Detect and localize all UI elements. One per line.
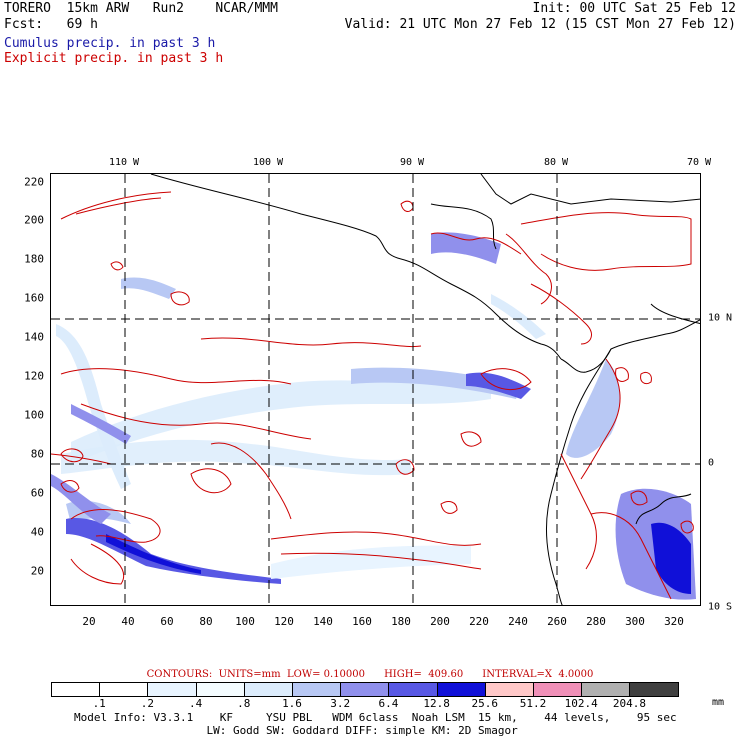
color-scale-swatch <box>100 683 149 696</box>
x-tick: 80 <box>199 615 213 628</box>
y-tick: 220 <box>24 175 44 189</box>
land-coastlines <box>150 174 700 605</box>
y-tick: 180 <box>24 252 44 266</box>
color-scale-label: .1 <box>92 697 106 710</box>
color-scale-swatch <box>341 683 390 696</box>
color-scale-label: .2 <box>140 697 155 710</box>
y-tick: 200 <box>24 213 44 227</box>
color-scale-swatch <box>485 683 534 696</box>
y-tick: 100 <box>24 408 44 422</box>
forecast-hour: Fcst: 69 h <box>4 17 98 32</box>
x-tick: 100 <box>235 615 255 628</box>
x-tick: 20 <box>82 615 96 628</box>
color-scale-swatch <box>533 683 583 696</box>
color-scale-label: .8 <box>237 697 251 710</box>
color-scale-label: 51.2 <box>519 697 547 710</box>
lat-label-10s: 10 S <box>708 601 733 613</box>
model-info: Model Info: V3.3.1 KF YSU PBL WDM 6class… <box>74 711 677 724</box>
lon-label-100w: 100 W <box>252 157 284 168</box>
color-scale-label: .4 <box>188 697 203 710</box>
x-tick: 120 <box>274 615 294 628</box>
color-scale-swatch <box>437 683 486 696</box>
x-tick: 220 <box>469 615 489 628</box>
color-scale-label: 102.4 <box>564 697 598 710</box>
x-tick: 260 <box>547 615 567 628</box>
color-scale-swatch <box>244 683 293 696</box>
explicit-precip-contours <box>51 191 694 600</box>
color-scale <box>51 682 680 697</box>
color-scale-label: 3.2 <box>330 697 351 710</box>
y-tick: 160 <box>24 291 44 305</box>
color-scale-swatch <box>582 683 631 696</box>
x-tick: 280 <box>586 615 606 628</box>
lon-label-80w: 80 W <box>543 157 569 168</box>
color-scale-swatch <box>292 683 342 696</box>
explicit-label: Explicit precip. in past 3 h <box>4 51 224 66</box>
color-scale-label: 25.6 <box>471 697 499 710</box>
model-physics: LW: Godd SW: Goddard DIFF: simple KM: 2D… <box>74 724 518 737</box>
x-tick: 60 <box>160 615 174 628</box>
y-tick: 140 <box>24 330 44 344</box>
contours-info: CONTOURS: UNITS=mm LOW= 0.10000 HIGH= 40… <box>146 669 594 680</box>
color-scale-swatch <box>52 683 101 696</box>
valid-time: Valid: 21 UTC Mon 27 Feb 12 (15 CST Mon … <box>344 17 736 32</box>
color-scale-label: 1.6 <box>282 697 302 710</box>
precip-map <box>50 173 701 606</box>
map-canvas <box>51 174 700 605</box>
y-tick: 20 <box>30 564 44 578</box>
x-tick: 300 <box>625 615 645 628</box>
x-tick: 160 <box>352 615 372 628</box>
lon-label-110w: 110 W <box>108 157 140 168</box>
color-scale-label: 6.4 <box>378 697 399 710</box>
color-scale-label: 204.8 <box>612 697 646 710</box>
color-scale-swatch <box>630 683 679 696</box>
color-scale-swatch <box>389 683 438 696</box>
y-tick: 60 <box>30 486 44 500</box>
cumulus-label: Cumulus precip. in past 3 h <box>4 36 216 51</box>
lon-label-70w: 70 W <box>686 157 712 168</box>
lon-label-90w: 90 W <box>399 157 425 168</box>
cumulus-precip-fields <box>51 232 696 600</box>
color-scale-unit: mm <box>712 697 725 708</box>
x-tick: 320 <box>664 615 684 628</box>
x-tick: 200 <box>430 615 450 628</box>
init-time: Init: 00 UTC Sat 25 Feb 12 <box>532 1 737 16</box>
x-tick: 40 <box>121 615 135 628</box>
lat-lon-grid <box>51 174 700 605</box>
y-tick: 40 <box>30 525 44 539</box>
color-scale-label: 12.8 <box>423 697 450 710</box>
model-title: TORERO 15km ARW Run2 NCAR/MMM <box>4 1 278 16</box>
y-tick: 120 <box>24 369 44 383</box>
color-scale-swatch <box>196 683 245 696</box>
lat-label-10n: 10 N <box>708 312 733 324</box>
lat-label-0: 0 <box>708 457 715 469</box>
color-scale-swatch <box>148 683 197 696</box>
x-tick: 240 <box>508 615 528 628</box>
x-tick: 140 <box>313 615 333 628</box>
x-tick: 180 <box>391 615 411 628</box>
y-tick: 80 <box>30 447 44 461</box>
